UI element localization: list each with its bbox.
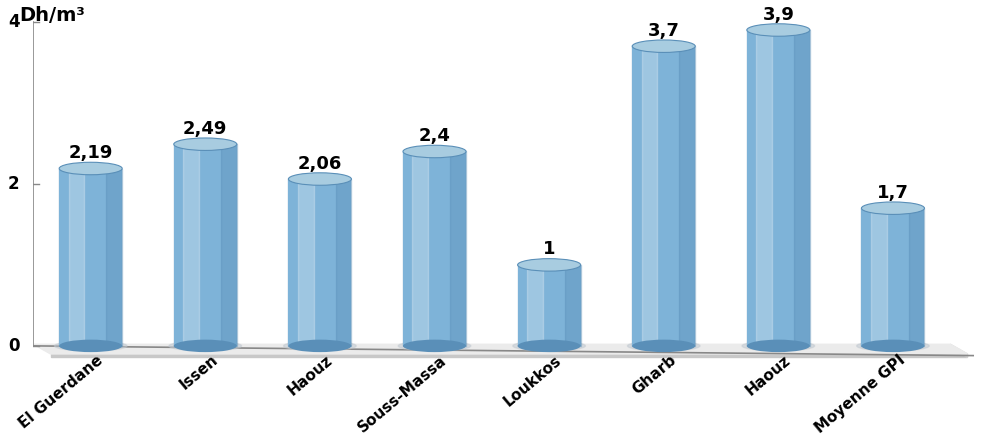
Polygon shape bbox=[746, 30, 763, 346]
Text: 3,7: 3,7 bbox=[648, 22, 680, 40]
Ellipse shape bbox=[289, 339, 351, 352]
Bar bbox=[289, 179, 351, 346]
Text: 3,9: 3,9 bbox=[763, 6, 795, 23]
Polygon shape bbox=[632, 46, 648, 346]
Ellipse shape bbox=[403, 339, 466, 352]
Ellipse shape bbox=[174, 339, 236, 352]
Bar bbox=[746, 30, 810, 346]
Polygon shape bbox=[565, 265, 580, 346]
Polygon shape bbox=[289, 179, 304, 346]
Polygon shape bbox=[107, 168, 122, 346]
Text: Issen: Issen bbox=[177, 352, 220, 392]
Ellipse shape bbox=[54, 341, 127, 351]
Ellipse shape bbox=[284, 341, 356, 351]
Polygon shape bbox=[183, 144, 199, 346]
Ellipse shape bbox=[742, 341, 815, 351]
Polygon shape bbox=[518, 265, 533, 346]
Polygon shape bbox=[861, 208, 877, 346]
Ellipse shape bbox=[59, 339, 122, 352]
Text: 0: 0 bbox=[8, 337, 20, 355]
Polygon shape bbox=[59, 168, 74, 346]
Polygon shape bbox=[642, 46, 658, 346]
Polygon shape bbox=[50, 354, 968, 357]
Ellipse shape bbox=[403, 145, 466, 158]
Ellipse shape bbox=[174, 138, 236, 150]
Text: Haouz: Haouz bbox=[285, 352, 335, 398]
Ellipse shape bbox=[632, 339, 695, 352]
Polygon shape bbox=[871, 208, 886, 346]
Polygon shape bbox=[221, 144, 236, 346]
Text: 2,4: 2,4 bbox=[418, 127, 451, 145]
Ellipse shape bbox=[632, 40, 695, 53]
Ellipse shape bbox=[861, 202, 925, 214]
Text: Souss-Massa: Souss-Massa bbox=[355, 352, 450, 435]
Polygon shape bbox=[679, 46, 695, 346]
Text: 2,19: 2,19 bbox=[68, 144, 113, 162]
Ellipse shape bbox=[746, 339, 810, 352]
Bar bbox=[403, 152, 466, 346]
Polygon shape bbox=[68, 168, 85, 346]
Text: 1: 1 bbox=[543, 240, 555, 259]
Polygon shape bbox=[412, 152, 429, 346]
Ellipse shape bbox=[59, 162, 122, 175]
Ellipse shape bbox=[398, 341, 471, 351]
Ellipse shape bbox=[628, 341, 700, 351]
Text: Haouz: Haouz bbox=[743, 352, 794, 398]
Text: Dh/m³: Dh/m³ bbox=[20, 6, 86, 25]
Text: El Guerdane: El Guerdane bbox=[16, 352, 106, 431]
Text: 1,7: 1,7 bbox=[877, 184, 908, 202]
Ellipse shape bbox=[861, 339, 925, 352]
Text: Loukkos: Loukkos bbox=[501, 352, 564, 409]
Bar bbox=[632, 46, 695, 346]
Ellipse shape bbox=[169, 341, 241, 351]
Text: 2: 2 bbox=[8, 175, 20, 193]
Polygon shape bbox=[757, 30, 772, 346]
Bar bbox=[59, 168, 122, 346]
Ellipse shape bbox=[513, 341, 585, 351]
Polygon shape bbox=[174, 144, 189, 346]
Text: 2,06: 2,06 bbox=[298, 155, 342, 172]
Polygon shape bbox=[527, 265, 543, 346]
Text: 2,49: 2,49 bbox=[183, 120, 227, 138]
Text: 4: 4 bbox=[8, 13, 20, 31]
Ellipse shape bbox=[746, 24, 810, 36]
Bar bbox=[518, 265, 580, 346]
Ellipse shape bbox=[857, 341, 930, 351]
Ellipse shape bbox=[518, 259, 580, 271]
Polygon shape bbox=[908, 208, 925, 346]
Ellipse shape bbox=[289, 173, 351, 185]
Ellipse shape bbox=[518, 339, 580, 352]
Polygon shape bbox=[336, 179, 351, 346]
Bar bbox=[861, 208, 925, 346]
Polygon shape bbox=[951, 344, 968, 357]
Text: Gharb: Gharb bbox=[630, 352, 679, 397]
Polygon shape bbox=[451, 152, 466, 346]
Polygon shape bbox=[298, 179, 314, 346]
Polygon shape bbox=[33, 344, 968, 354]
Text: Moyenne GPI: Moyenne GPI bbox=[813, 352, 908, 436]
Polygon shape bbox=[403, 152, 418, 346]
Bar bbox=[174, 144, 236, 346]
Polygon shape bbox=[794, 30, 810, 346]
